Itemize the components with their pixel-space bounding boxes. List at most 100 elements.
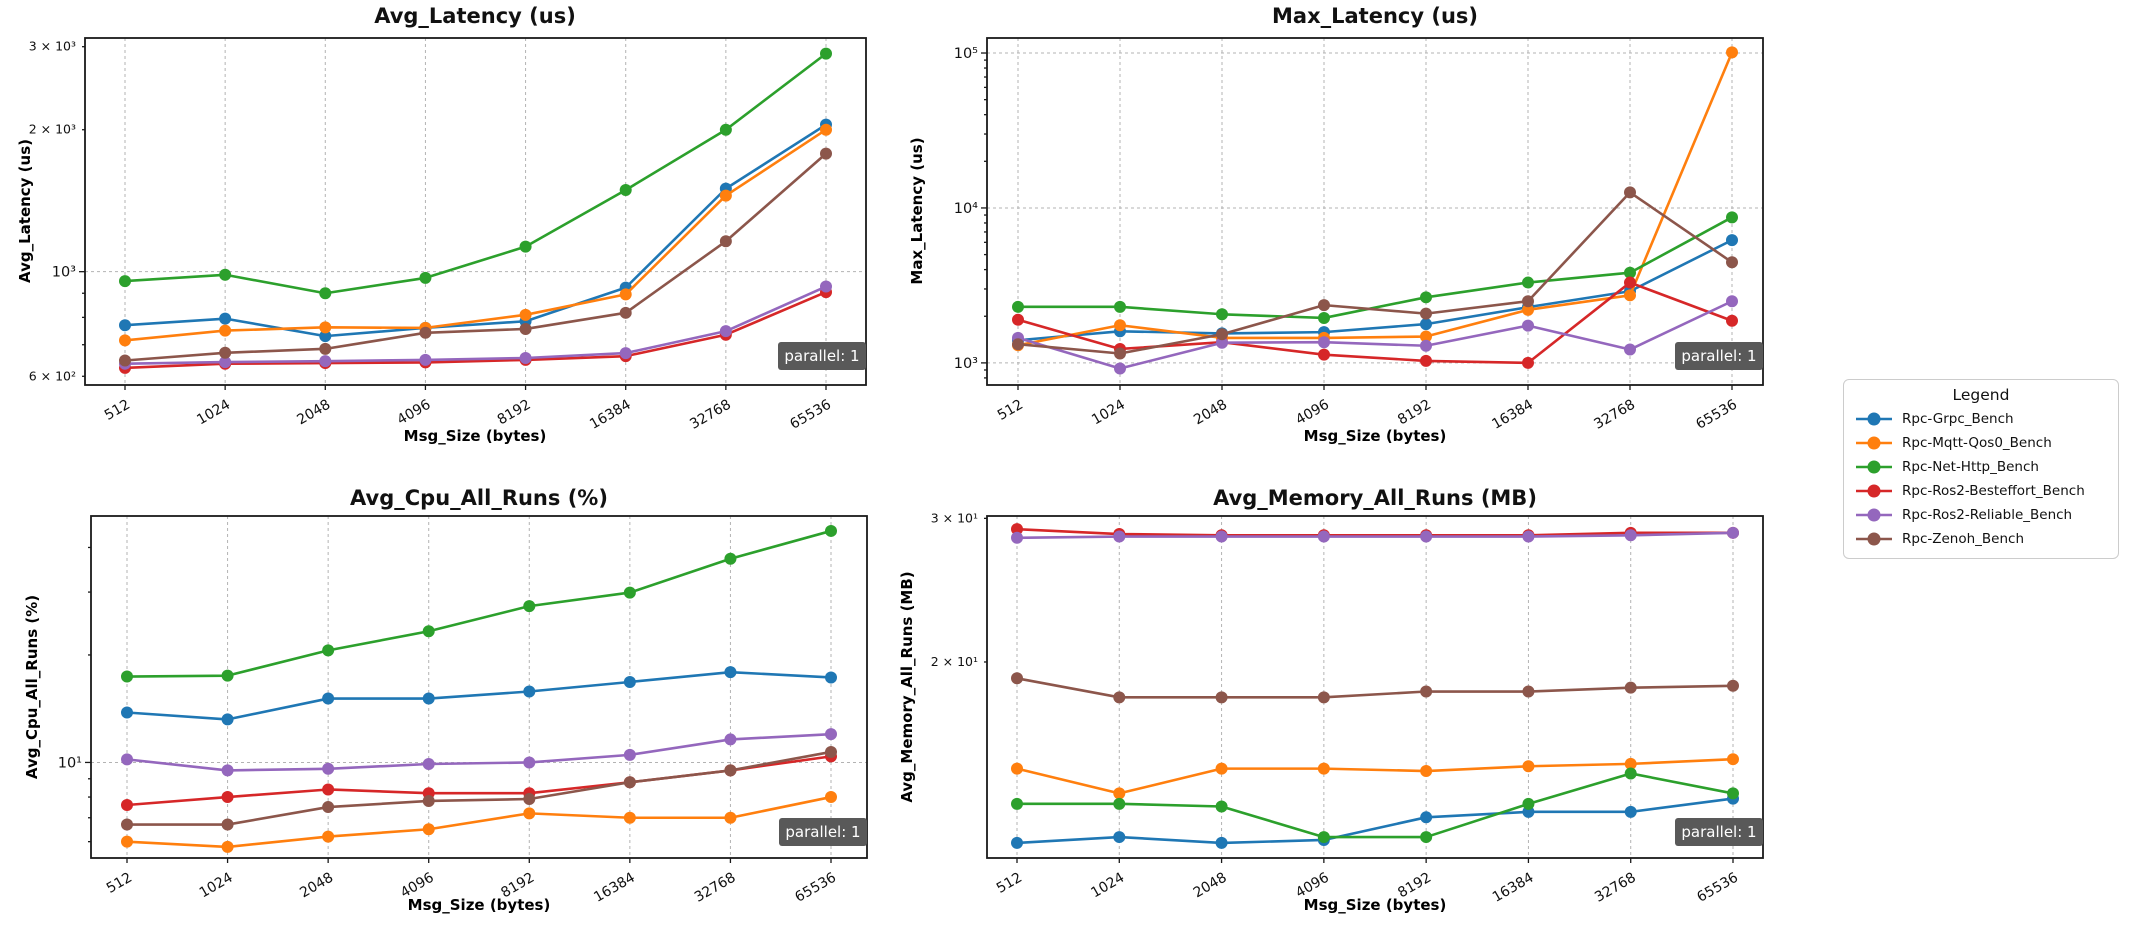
data-point-Rpc-Zenoh_Bench (1114, 347, 1126, 360)
x-tick-label: 16384 (1490, 870, 1537, 906)
series-line-Rpc-Ros2-Reliable_Bench (1016, 299, 1734, 370)
data-point-Rpc-Grpc_Bench (1420, 318, 1432, 331)
data-point-Rpc-Zenoh_Bench (119, 354, 131, 367)
x-tick-label: 32768 (692, 870, 739, 906)
data-point-Rpc-Zenoh_Bench (221, 818, 234, 831)
data-point-Rpc-Grpc_Bench (1113, 831, 1126, 844)
chart-avg-cpu: Avg_Cpu_All_Runs (%) Avg_Cpu_All_Runs (%… (23, 486, 868, 914)
parallel-badge: parallel: 1 (1675, 342, 1763, 370)
series-line-Rpc-Ros2-Besteffort_Bench (1016, 281, 1734, 365)
series-line-Rpc-Ros2-Besteffort_Bench (123, 290, 828, 370)
line-marker-icon (1856, 508, 1892, 522)
data-point-Rpc-Zenoh_Bench (820, 147, 832, 160)
data-point-Rpc-Ros2-Reliable_Bench (1420, 339, 1432, 352)
data-point-Rpc-Grpc_Bench (319, 330, 332, 343)
y-tick-label: 3 × 10³ (29, 39, 76, 54)
data-point-Rpc-Ros2-Besteffort_Bench (1011, 523, 1023, 536)
data-point-Rpc-Grpc_Bench (1726, 234, 1738, 247)
plot-frame (90, 515, 868, 859)
line-marker-icon (1856, 460, 1892, 474)
data-point-Rpc-Ros2-Besteffort_Bench (322, 783, 335, 796)
legend-label: Rpc-Ros2-Reliable_Bench (1902, 507, 2073, 523)
data-point-Rpc-Net-Http_Bench (1215, 800, 1228, 813)
series-line-Rpc-Net-Http_Bench (1015, 772, 1735, 839)
data-point-Rpc-Ros2-Besteffort_Bench (1726, 314, 1738, 327)
data-point-Rpc-Ros2-Besteffort_Bench (1420, 354, 1432, 367)
data-point-Rpc-Grpc_Bench (1420, 811, 1433, 824)
data-point-Rpc-Zenoh_Bench (1522, 685, 1535, 698)
data-point-Rpc-Mqtt-Qos0_Bench (1420, 765, 1433, 778)
data-point-Rpc-Zenoh_Bench (825, 745, 837, 758)
x-tick-label: 1024 (197, 870, 236, 902)
data-point-Rpc-Net-Http_Bench (1624, 266, 1636, 279)
data-point-Rpc-Net-Http_Bench (1216, 308, 1228, 321)
x-tick-label: 2048 (297, 870, 336, 902)
data-point-Rpc-Ros2-Reliable_Bench (1522, 319, 1534, 332)
data-point-Rpc-Grpc_Bench (221, 713, 234, 726)
x-axis-label: Msg_Size (bytes) (1304, 896, 1447, 914)
data-point-Rpc-Net-Http_Bench (221, 669, 234, 682)
x-tick-label: 8192 (495, 397, 534, 429)
data-point-Rpc-Net-Http_Bench (724, 552, 737, 565)
data-point-Rpc-Zenoh_Bench (1624, 681, 1637, 694)
x-tick-label: 1024 (1089, 397, 1128, 429)
series-line-Rpc-Net-Http_Bench (123, 52, 828, 295)
data-point-Rpc-Mqtt-Qos0_Bench (1215, 762, 1228, 775)
data-point-Rpc-Net-Http_Bench (1011, 797, 1023, 810)
x-tick-label: 1024 (194, 397, 233, 429)
parallel-badge-text: parallel: 1 (1681, 823, 1756, 841)
data-point-Rpc-Zenoh_Bench (523, 793, 536, 806)
line-marker-icon (1856, 412, 1892, 426)
data-point-Rpc-Grpc_Bench (422, 692, 435, 705)
chart-avg-latency: Avg_Latency (us) Avg_Latency (us) Msg_Si… (16, 4, 867, 445)
data-point-Rpc-Mqtt-Qos0_Bench (322, 830, 335, 843)
data-point-Rpc-Ros2-Reliable_Bench (1114, 362, 1126, 375)
data-point-Rpc-Net-Http_Bench (1727, 787, 1739, 800)
y-tick-label: 2 × 10¹ (931, 654, 978, 669)
chart-title: Avg_Latency (us) (374, 4, 576, 28)
data-point-Rpc-Net-Http_Bench (1317, 831, 1330, 844)
data-point-Rpc-Ros2-Reliable_Bench (1624, 343, 1636, 356)
data-point-Rpc-Ros2-Reliable_Bench (1420, 530, 1433, 543)
data-point-Rpc-Zenoh_Bench (719, 235, 732, 248)
data-point-Rpc-Zenoh_Bench (1216, 328, 1228, 341)
data-point-Rpc-Mqtt-Qos0_Bench (121, 835, 133, 848)
data-point-Rpc-Mqtt-Qos0_Bench (319, 321, 332, 334)
data-point-Rpc-Grpc_Bench (825, 671, 837, 684)
data-point-Rpc-Ros2-Reliable_Bench (825, 728, 837, 741)
series-line-Rpc-Zenoh_Bench (123, 152, 828, 362)
data-point-Rpc-Net-Http_Bench (422, 625, 435, 638)
x-tick-label: 65536 (1693, 397, 1740, 433)
parallel-badge-text: parallel: 1 (784, 347, 859, 365)
data-point-Rpc-Zenoh_Bench (1420, 685, 1433, 698)
y-tick-label: 3 × 10¹ (931, 510, 978, 525)
y-axis-label: Max_Latency (us) (908, 137, 926, 284)
data-point-Rpc-Net-Http_Bench (1114, 300, 1126, 313)
y-axis-label: Avg_Memory_All_Runs (MB) (898, 571, 916, 802)
x-tick-label: 1024 (1088, 870, 1127, 902)
data-point-Rpc-Ros2-Reliable_Bench (319, 355, 332, 368)
line-marker-icon (1856, 484, 1892, 498)
data-point-Rpc-Mqtt-Qos0_Bench (219, 324, 232, 337)
plot-area: 10⁵ 10⁴ 10³ 512 1024 2048 4096 8192 16384 32768 65… (954, 37, 1764, 433)
data-point-Rpc-Ros2-Besteffort_Bench (1624, 276, 1636, 289)
data-point-Rpc-Ros2-Besteffort_Bench (1012, 313, 1024, 326)
data-point-Rpc-Zenoh_Bench (1012, 338, 1024, 351)
data-point-Rpc-Ros2-Reliable_Bench (221, 764, 234, 777)
x-tick-label: 16384 (591, 870, 638, 906)
data-point-Rpc-Zenoh_Bench (121, 818, 133, 831)
y-tick-label: 6 × 10² (29, 368, 76, 383)
legend-item-net-http: Rpc-Net-Http_Bench (1854, 455, 2118, 479)
data-point-Rpc-Zenoh_Bench (422, 794, 435, 807)
x-tick-label: 65536 (792, 870, 839, 906)
legend-box: Legend Rpc-Grpc_Bench Rpc-Mqtt-Qos0_Benc… (1843, 379, 2119, 559)
data-point-Rpc-Mqtt-Qos0_Bench (1522, 760, 1535, 773)
series-line-Rpc-Zenoh_Bench (125, 750, 833, 826)
series-line-Rpc-Net-Http_Bench (125, 529, 833, 678)
data-point-Rpc-Zenoh_Bench (322, 801, 335, 814)
data-point-Rpc-Ros2-Reliable_Bench (820, 280, 832, 293)
data-point-Rpc-Mqtt-Qos0_Bench (1726, 46, 1738, 59)
x-tick-label: 512 (994, 870, 1025, 897)
legend-item-grpc: Rpc-Grpc_Bench (1854, 407, 2118, 431)
